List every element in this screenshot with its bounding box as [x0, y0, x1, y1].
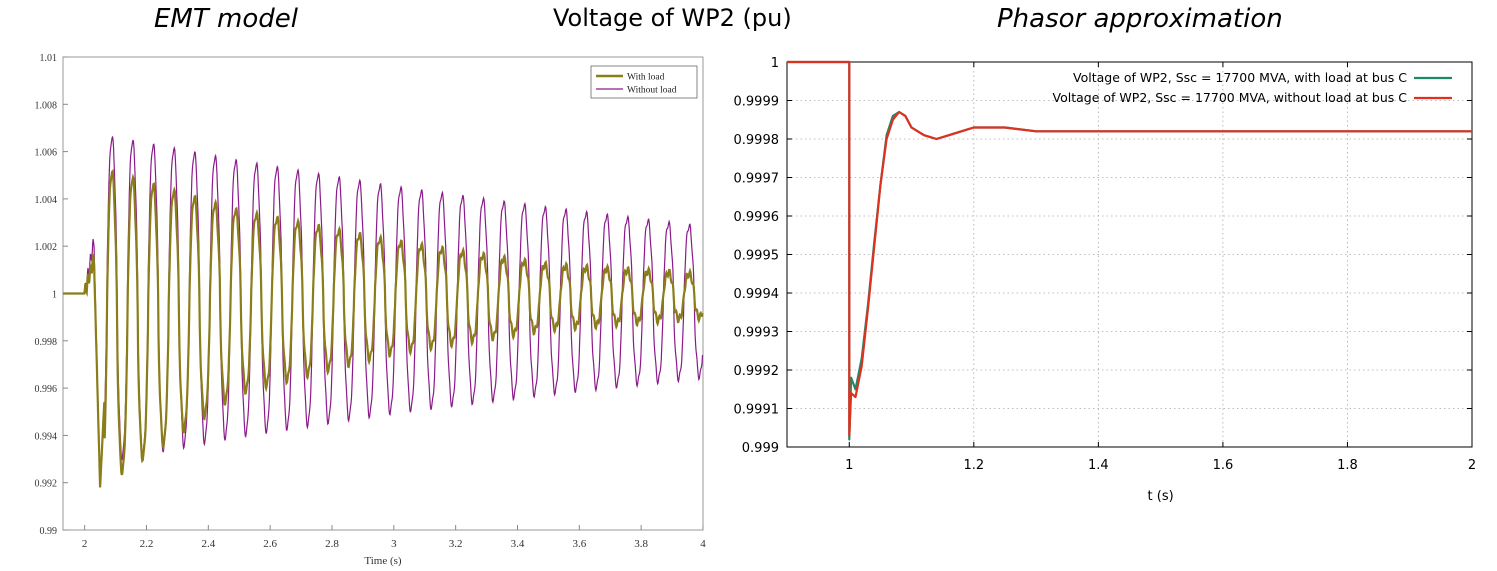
emt-x-tick-label: 3.6	[572, 538, 586, 550]
emt-x-tick-label: 3.8	[634, 538, 648, 550]
phasor-y-tick-label: 0.9997	[734, 172, 780, 187]
emt-x-tick-label: 3	[391, 538, 397, 550]
emt-x-tick-label: 2.8	[325, 538, 339, 550]
phasor-series-line-without-load	[787, 60, 1472, 437]
phasor-legend-label: Voltage of WP2, Ssc = 17700 MVA, with lo…	[1073, 70, 1407, 85]
phasor-y-tick-label: 0.9999	[734, 95, 780, 110]
phasor-x-axis-label: t (s)	[1148, 489, 1174, 504]
phasor-y-tick-label: 0.9995	[734, 249, 780, 264]
phasor-y-tick-label: 0.9992	[734, 364, 780, 379]
emt-x-tick-label: 3.2	[449, 538, 463, 550]
emt-x-tick-label: 2.2	[140, 538, 154, 550]
emt-model-title: EMT model	[154, 4, 298, 34]
emt-y-tick-label: 0.998	[35, 337, 58, 348]
phasor-y-tick-label: 0.9993	[734, 326, 780, 341]
emt-x-tick-label: 3.4	[511, 538, 525, 550]
emt-y-tick-label: 1.004	[35, 195, 58, 206]
phasor-y-tick-label: 0.9991	[734, 403, 780, 418]
phasor-y-tick-label: 1	[771, 56, 779, 71]
emt-x-tick-label: 2.4	[201, 538, 215, 550]
phasor-x-tick-label: 2	[1468, 458, 1476, 473]
phasor-chart: 1 1.2 1.4 1.6 1.8 2 0.999 0.9991 0.9992 0.9993 0.9…	[734, 56, 1477, 504]
phasor-approximation-title: Phasor approximation	[997, 4, 1283, 34]
phasor-x-tick-label: 1.4	[1088, 458, 1109, 473]
emt-x-tick-label: 4	[700, 538, 706, 550]
emt-y-tick-label: 1.006	[35, 148, 58, 159]
emt-x-tick-label: 2	[82, 538, 88, 550]
emt-y-tick-label: 1.008	[35, 100, 58, 111]
emt-legend-label: With load	[627, 73, 665, 83]
phasor-x-tick-label: 1	[845, 458, 853, 473]
phasor-y-tick-label: 0.999	[742, 441, 779, 456]
emt-legend-box	[590, 65, 698, 99]
emt-x-tick-label: 2.6	[263, 538, 277, 550]
phasor-y-tick-label: 0.9996	[734, 210, 780, 225]
phasor-x-tick-label: 1.6	[1213, 458, 1234, 473]
phasor-x-tick-label: 1.8	[1337, 458, 1358, 473]
phasor-x-tick-label: 1.2	[963, 458, 984, 473]
emt-y-tick-label: 0.992	[35, 479, 58, 490]
main-title: Voltage of WP2 (pu)	[553, 4, 792, 32]
emt-y-tick-label: 1	[52, 290, 57, 301]
emt-y-tick-label: 0.994	[35, 431, 58, 442]
emt-chart: 2 2.2 2.4 2.6 2.8 3 3.2 3.4 3.6 3.8 4 0.99 0.992 0.99…	[35, 53, 707, 567]
phasor-y-tick-label: 0.9994	[734, 287, 780, 302]
emt-y-tick-label: 0.99	[40, 526, 58, 537]
emt-series-line-with-load	[63, 169, 704, 488]
emt-x-axis-label: Time (s)	[364, 555, 402, 567]
emt-y-tick-label: 1.002	[35, 242, 58, 253]
phasor-series-line-with-load	[787, 60, 1472, 441]
phasor-plot-frame	[786, 61, 1473, 448]
emt-y-tick-label: 1.01	[40, 53, 58, 64]
phasor-y-tick-label: 0.9998	[734, 133, 780, 148]
emt-legend-label: Without load	[627, 86, 677, 96]
phasor-legend-label: Voltage of WP2, Ssc = 17700 MVA, without…	[1053, 90, 1408, 105]
emt-y-tick-label: 0.996	[35, 384, 58, 395]
